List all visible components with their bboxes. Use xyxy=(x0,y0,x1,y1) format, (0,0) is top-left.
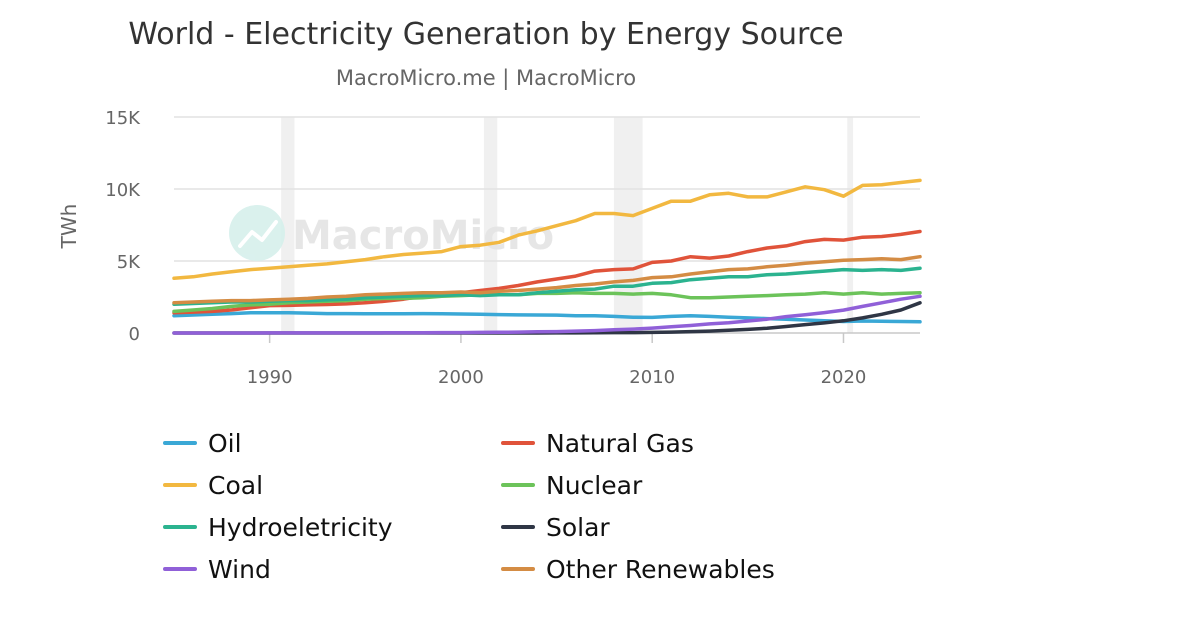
y-axis-tick-labels: 0 5K 10K 15K xyxy=(105,108,141,345)
legend-item-solar[interactable]: Solar xyxy=(546,513,610,542)
y-tick-label-3: 15K xyxy=(105,108,141,129)
shaded-period-2 xyxy=(613,117,643,333)
series-line-coal xyxy=(172,178,922,281)
y-tick-label-2: 10K xyxy=(105,180,141,201)
shaded-periods xyxy=(281,117,854,333)
legend-item-wind[interactable]: Wind xyxy=(208,555,271,584)
legend-item-other-renewables[interactable]: Other Renewables xyxy=(546,555,775,584)
legend: Oil Natural Gas Coal Nuclear Hydroeletricity… xyxy=(163,429,775,584)
legend-item-nuclear[interactable]: Nuclear xyxy=(546,471,643,500)
chart-subtitle: MacroMicro.me | MacroMicro xyxy=(336,66,636,91)
series-line-oil xyxy=(172,311,922,324)
x-tick-label-2: 2010 xyxy=(629,367,675,388)
x-axis-tick-labels: 1990 2000 2010 2020 xyxy=(247,367,867,388)
x-tick-label-1: 2000 xyxy=(438,367,484,388)
series-line-hydroeletricity xyxy=(172,266,922,306)
x-tick-label-0: 1990 xyxy=(247,367,293,388)
y-axis-label: TWh xyxy=(57,204,81,250)
shaded-period-1 xyxy=(483,117,498,333)
shaded-period-0 xyxy=(281,117,295,333)
y-tick-label-1: 5K xyxy=(117,252,141,273)
legend-item-hydroeletricity[interactable]: Hydroeletricity xyxy=(208,513,393,542)
x-tick-label-3: 2020 xyxy=(821,367,867,388)
shaded-period-3 xyxy=(847,117,854,333)
watermark-logo-icon xyxy=(229,205,285,261)
watermark-logo-chart-icon xyxy=(238,220,278,248)
legend-item-oil[interactable]: Oil xyxy=(208,429,242,458)
legend-item-coal[interactable]: Coal xyxy=(208,471,263,500)
y-tick-label-0: 0 xyxy=(129,324,140,345)
series-line-wind xyxy=(172,294,922,335)
series-line-other-renewables xyxy=(172,254,922,305)
legend-item-natural-gas[interactable]: Natural Gas xyxy=(546,429,694,458)
watermark: MacroMicro xyxy=(229,205,554,261)
series-lines xyxy=(172,178,922,335)
chart-title: World - Electricity Generation by Energy… xyxy=(128,17,843,52)
series-line-natural-gas xyxy=(172,229,922,315)
